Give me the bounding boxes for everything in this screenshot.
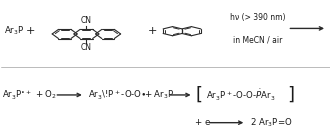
- Text: [: [: [196, 86, 203, 104]
- Text: +: +: [148, 26, 157, 36]
- Text: ]: ]: [287, 86, 295, 104]
- Text: in MeCN / air: in MeCN / air: [233, 35, 282, 44]
- Text: +: +: [26, 26, 35, 36]
- Text: Ar$_3$\!P$^+$-O-O$\bullet$: Ar$_3$\!P$^+$-O-O$\bullet$: [88, 88, 147, 102]
- Text: + O$_2$: + O$_2$: [35, 89, 58, 101]
- Text: Ar$_3$P: Ar$_3$P: [4, 25, 24, 37]
- Text: + Ar$_3$P: + Ar$_3$P: [144, 89, 174, 101]
- Text: + e: + e: [195, 118, 211, 127]
- Text: hν (> 390 nm): hν (> 390 nm): [230, 13, 286, 22]
- Text: CN: CN: [81, 43, 92, 52]
- Text: Ar$_3$P$^{\bullet+}$: Ar$_3$P$^{\bullet+}$: [2, 88, 33, 102]
- Text: 2 Ar$_3$P=O: 2 Ar$_3$P=O: [250, 116, 293, 129]
- Text: Ar$_3$P$^+$-O-O-$\dot{P}$Ar$_3$: Ar$_3$P$^+$-O-O-$\dot{P}$Ar$_3$: [206, 87, 275, 103]
- Text: CN: CN: [81, 16, 92, 25]
